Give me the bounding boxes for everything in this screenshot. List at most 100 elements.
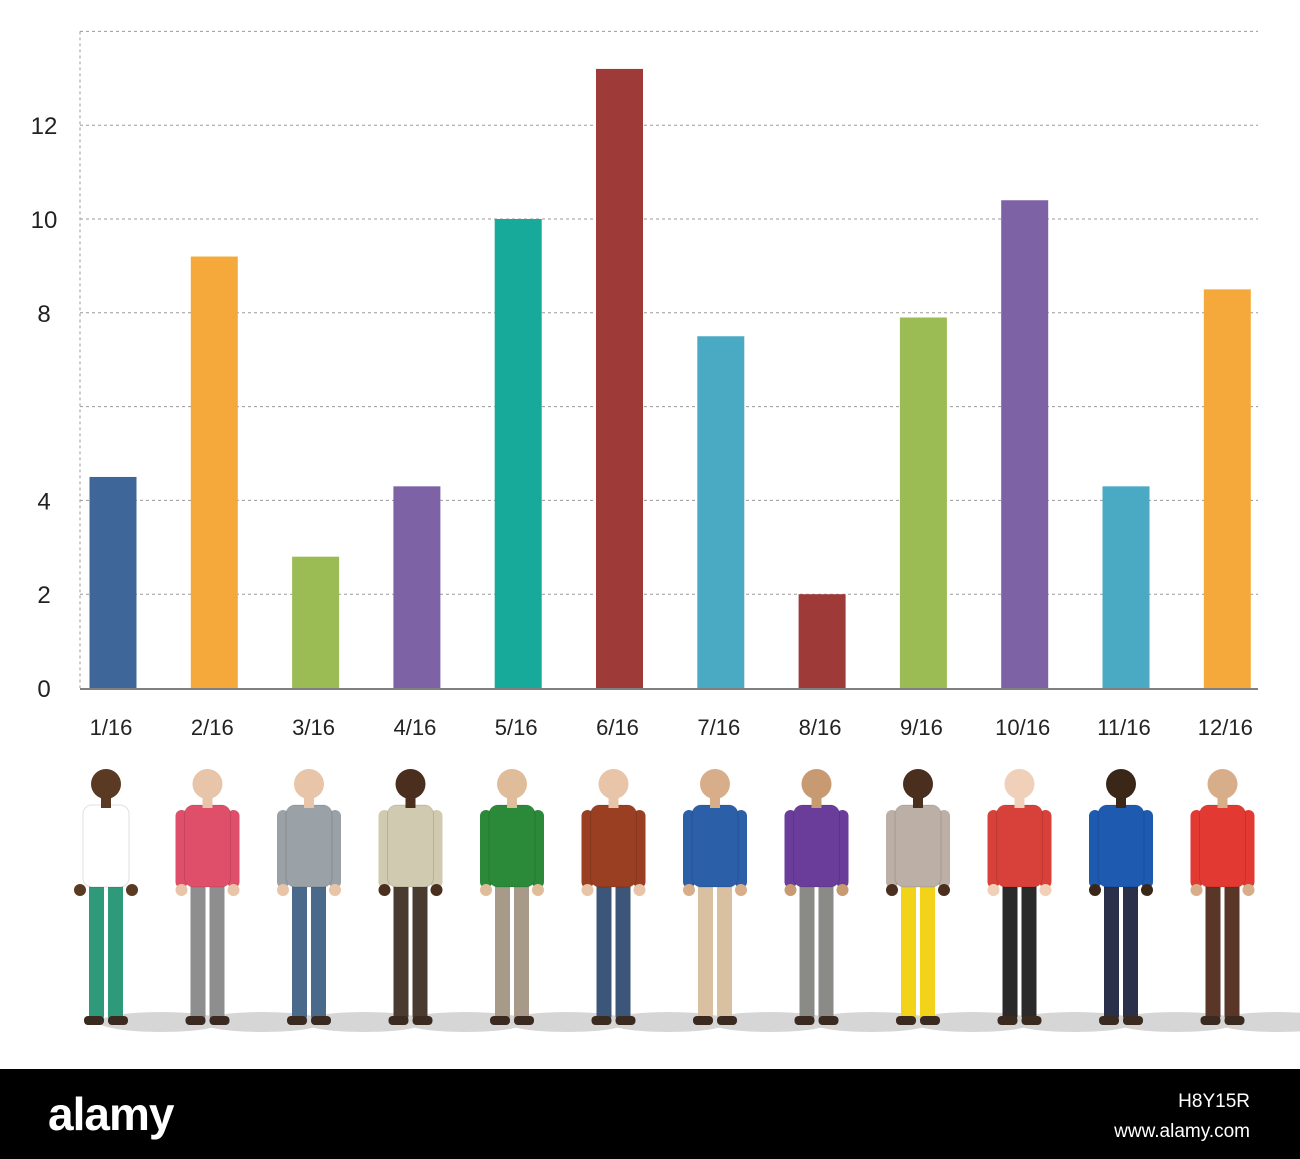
bar-chart: 0 2 4 8 10 12 1/16 2/16 3/16 4/16 5/16 6/16 7/16 8/16… — [31, 30, 1258, 740]
shoe-right — [615, 1016, 636, 1025]
leg-left — [393, 880, 409, 1020]
hand — [784, 884, 797, 896]
leg-left — [799, 880, 815, 1020]
people-illustration — [74, 769, 1300, 1032]
shoe-right — [818, 1016, 839, 1025]
person-figure — [886, 769, 1035, 1032]
leg-left — [596, 880, 612, 1020]
hand — [378, 884, 391, 896]
hand — [74, 884, 86, 896]
x-tick-label: 6/16 — [596, 715, 639, 740]
person-figure — [74, 769, 223, 1032]
hand — [1089, 884, 1101, 896]
person-figure — [480, 769, 629, 1032]
leg-right — [514, 880, 529, 1020]
torso — [285, 804, 333, 888]
leg-left — [292, 880, 307, 1020]
shoe-right — [412, 1016, 433, 1025]
site-url: www.alamy.com — [1114, 1121, 1250, 1142]
head — [1004, 769, 1035, 799]
shoe-left — [185, 1016, 206, 1025]
shoe-left — [997, 1016, 1018, 1025]
neck — [1217, 796, 1228, 808]
shoe-right — [108, 1016, 128, 1025]
head — [1106, 769, 1136, 799]
torso — [184, 804, 231, 888]
hand — [683, 884, 695, 896]
x-tick-label: 1/16 — [90, 715, 133, 740]
shoe-left — [1200, 1016, 1221, 1025]
x-tick-label: 11/16 — [1097, 715, 1150, 740]
neck — [1116, 796, 1126, 808]
bar-7/16 — [697, 336, 745, 688]
shoe-left — [1099, 1016, 1119, 1025]
torso — [387, 804, 434, 888]
hand — [532, 884, 544, 896]
head — [903, 769, 933, 799]
head — [294, 769, 324, 799]
torso — [894, 804, 942, 888]
y-tick-label: 2 — [37, 582, 50, 609]
torso — [82, 804, 130, 888]
leg-right — [209, 880, 225, 1020]
hand — [1190, 884, 1203, 896]
leg-left — [698, 880, 713, 1020]
hand — [480, 884, 492, 896]
neck — [1014, 796, 1025, 808]
neck — [202, 796, 213, 808]
x-tick-label: 12/16 — [1198, 715, 1253, 740]
y-tick-label: 12 — [31, 113, 58, 140]
torso — [1097, 804, 1145, 888]
head — [1207, 769, 1238, 799]
leg-right — [615, 880, 631, 1020]
head — [192, 769, 223, 799]
bar-3/16 — [292, 556, 340, 688]
leg-right — [311, 880, 326, 1020]
x-tick-label: 4/16 — [393, 715, 436, 740]
leg-left — [495, 880, 510, 1020]
head — [497, 769, 527, 799]
y-tick-label: 8 — [37, 301, 50, 328]
leg-right — [1123, 880, 1138, 1020]
torso — [691, 804, 739, 888]
bar-2/16 — [190, 256, 238, 688]
hand — [227, 884, 240, 896]
neck — [811, 796, 822, 808]
neck — [304, 796, 314, 808]
alamy-logo: alamy — [48, 1088, 174, 1140]
leg-right — [412, 880, 428, 1020]
bar-10/16 — [1001, 200, 1049, 689]
torso — [793, 804, 840, 888]
leg-left — [1205, 880, 1221, 1020]
x-tick-label: 7/16 — [697, 715, 740, 740]
hand — [175, 884, 188, 896]
hand — [633, 884, 646, 896]
bar-1/16 — [89, 476, 137, 688]
hand — [735, 884, 747, 896]
shoe-left — [84, 1016, 104, 1025]
leg-right — [1021, 880, 1037, 1020]
leg-left — [89, 880, 104, 1020]
x-tick-label: 8/16 — [799, 715, 842, 740]
hand — [1242, 884, 1255, 896]
neck — [101, 796, 111, 808]
y-tick-label: 10 — [31, 207, 58, 234]
leg-left — [190, 880, 206, 1020]
leg-right — [108, 880, 123, 1020]
head — [91, 769, 121, 799]
hand — [886, 884, 898, 896]
hand — [277, 884, 289, 896]
leg-right — [717, 880, 732, 1020]
hand — [329, 884, 341, 896]
hand — [430, 884, 443, 896]
shoe-left — [287, 1016, 307, 1025]
leg-right — [818, 880, 834, 1020]
y-tick-label: 4 — [37, 488, 50, 515]
leg-left — [1104, 880, 1119, 1020]
x-tick-label: 3/16 — [292, 715, 335, 740]
neck — [507, 796, 517, 808]
bar-12/16 — [1203, 289, 1251, 688]
shoe-left — [388, 1016, 409, 1025]
person-figure — [581, 769, 731, 1032]
bar-6/16 — [596, 68, 643, 689]
